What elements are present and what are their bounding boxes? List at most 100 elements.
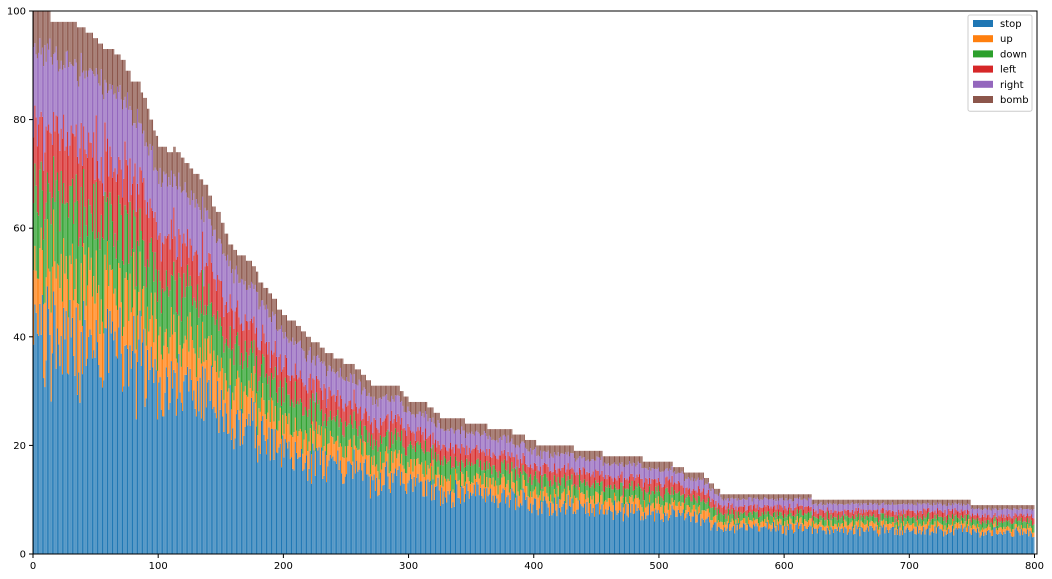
bar-stack — [418, 401, 420, 554]
bar-segment-down — [602, 491, 604, 505]
bar-segment-stop — [563, 500, 565, 554]
bar-segment-bomb — [178, 152, 180, 173]
bar-segment-down — [316, 392, 318, 422]
bar-segment-right — [353, 374, 355, 390]
bar-segment-bomb — [258, 282, 260, 310]
bar-segment-bomb — [754, 494, 756, 498]
bar-segment-up — [863, 523, 865, 532]
bar-segment-stop — [38, 335, 40, 554]
bar-stack — [278, 309, 280, 554]
bar-stack — [532, 439, 534, 554]
bar-segment-stop — [140, 365, 142, 554]
bar-stack — [184, 163, 186, 554]
bar-segment-bomb — [603, 456, 605, 463]
bar-segment-bomb — [175, 152, 177, 187]
bar-segment-left — [622, 485, 624, 498]
bar-segment-stop — [919, 529, 921, 554]
bar-segment-down — [396, 440, 398, 459]
bar-segment-bomb — [909, 499, 911, 505]
bar-segment-up — [468, 481, 470, 499]
bar-segment-stop — [612, 519, 614, 554]
bar-segment-stop — [319, 464, 321, 554]
bar-segment-stop — [359, 462, 361, 554]
bar-stack — [654, 461, 656, 554]
bar-stack — [608, 456, 610, 554]
bar-segment-down — [138, 246, 140, 292]
bar-segment-up — [607, 498, 609, 511]
bar-segment-stop — [915, 534, 917, 554]
bar-segment-stop — [384, 466, 386, 554]
bar-segment-left — [117, 174, 118, 241]
bar-segment-bomb — [275, 298, 277, 330]
bar-segment-left — [450, 442, 451, 457]
bar-stack — [407, 396, 409, 554]
bar-stack — [439, 418, 441, 554]
bar-stack — [899, 499, 901, 554]
bar-segment-down — [788, 514, 789, 524]
bar-segment-bomb — [210, 195, 212, 226]
bar-segment-up — [163, 345, 165, 417]
bar-segment-left — [567, 463, 569, 476]
bar-segment-bomb — [408, 401, 410, 412]
bar-segment-bomb — [324, 353, 326, 366]
bar-segment-stop — [404, 490, 406, 554]
bar-segment-bomb — [491, 429, 493, 441]
bar-segment-bomb — [423, 401, 425, 418]
bar-segment-up — [920, 526, 922, 535]
bar-segment-down — [769, 514, 771, 524]
bar-segment-up — [153, 342, 155, 383]
bar-segment-stop — [388, 488, 390, 554]
bar-segment-right — [169, 185, 171, 250]
bar-segment-up — [437, 466, 439, 478]
bar-segment-stop — [637, 507, 639, 554]
bar-segment-left — [183, 233, 185, 274]
bar-segment-bomb — [372, 385, 374, 405]
bar-segment-stop — [905, 529, 907, 554]
bar-segment-stop — [911, 530, 913, 554]
bar-segment-up — [779, 518, 781, 524]
bar-segment-bomb — [105, 49, 107, 83]
bar-segment-down — [194, 301, 196, 354]
bar-segment-up — [885, 521, 887, 528]
bar-segment-stop — [762, 526, 764, 554]
bar-segment-right — [373, 396, 375, 418]
bar-segment-bomb — [835, 499, 837, 504]
bar-segment-right — [588, 461, 590, 473]
bar-segment-bomb — [441, 418, 443, 429]
bar-segment-down — [34, 163, 36, 246]
bar-segment-left — [357, 413, 359, 437]
bar-segment-up — [412, 471, 414, 492]
bar-segment-left — [613, 477, 615, 485]
bar-segment-up — [152, 315, 154, 368]
bar-segment-stop — [801, 531, 803, 554]
bar-segment-stop — [670, 515, 672, 554]
bar-stack — [292, 320, 294, 554]
bar-segment-stop — [437, 477, 439, 554]
bar-segment-left — [531, 467, 533, 485]
bar-segment-right — [466, 432, 468, 446]
bar-segment-stop — [172, 388, 174, 554]
bar-segment-down — [727, 508, 729, 516]
bar-segment-left — [675, 483, 677, 494]
bar-segment-up — [833, 526, 835, 533]
bar-segment-bomb — [269, 293, 271, 318]
bar-segment-bomb — [639, 456, 641, 464]
bar-segment-right — [86, 76, 88, 158]
bar-segment-bomb — [914, 499, 916, 505]
bar-segment-up — [586, 490, 588, 502]
bar-segment-up — [746, 525, 748, 531]
bar-segment-bomb — [347, 363, 349, 382]
bar-segment-left — [485, 455, 487, 471]
bar-segment-stop — [74, 375, 76, 554]
bar-segment-stop — [423, 496, 425, 554]
bar-stack — [198, 173, 200, 554]
bar-stack — [613, 456, 615, 554]
bar-segment-stop — [40, 334, 42, 554]
bar-segment-left — [612, 481, 614, 490]
bar-segment-left — [868, 510, 870, 518]
bar-segment-up — [192, 340, 194, 401]
bar-stack — [75, 21, 77, 554]
bar-segment-bomb — [573, 450, 575, 459]
bar-segment-stop — [477, 484, 479, 554]
bar-segment-down — [153, 281, 155, 343]
